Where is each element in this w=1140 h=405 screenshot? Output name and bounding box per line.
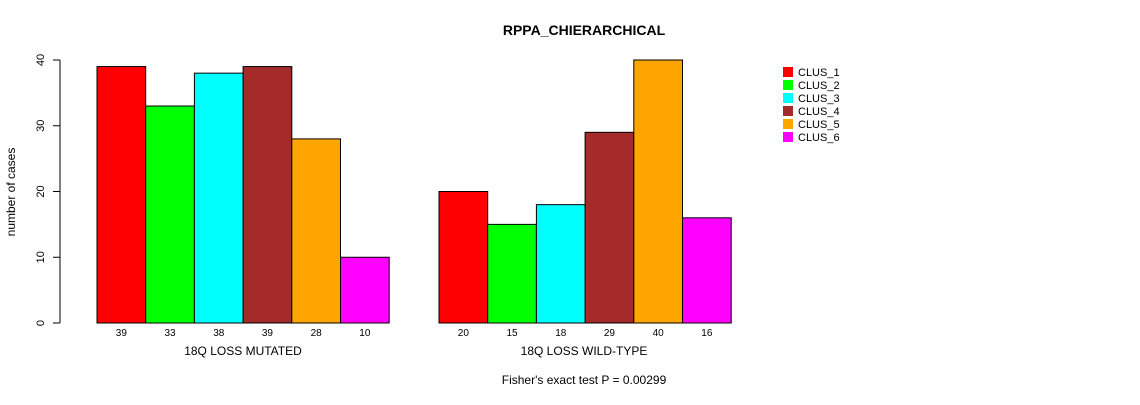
y-tick-label: 10 <box>35 251 47 263</box>
y-axis-label: number of cases <box>4 148 18 237</box>
bar-clus-2-group-2 <box>487 223 537 324</box>
legend-label: CLUS_5 <box>798 119 840 131</box>
legend-label: CLUS_6 <box>798 132 840 144</box>
bar-clus-6-group-1 <box>340 256 390 324</box>
y-tick-label: 30 <box>35 120 47 132</box>
legend-label: CLUS_3 <box>798 93 840 105</box>
bar-clus-3-group-1 <box>193 72 244 324</box>
y-axis: 0 10 20 30 40 <box>35 54 61 326</box>
bar-clus-5-group-1 <box>291 138 341 324</box>
legend-label: CLUS_1 <box>798 67 840 79</box>
bar-value-label: 29 <box>604 328 616 339</box>
y-tick-label: 0 <box>35 320 47 326</box>
legend-swatch <box>783 67 793 77</box>
bar-value-label: 18 <box>555 328 567 339</box>
chart-title: RPPA_CHIERARCHICAL <box>503 22 666 38</box>
bar-clus-4-group-1 <box>242 66 293 324</box>
bar-value-labels: 39 33 38 39 28 10 20 15 18 29 40 16 <box>116 328 713 339</box>
group-label-mutated: 18Q LOSS MUTATED <box>184 344 302 358</box>
legend-label: CLUS_4 <box>798 106 840 118</box>
legend-swatch <box>783 132 793 142</box>
bar-value-label: 20 <box>458 328 470 339</box>
legend-label: CLUS_2 <box>798 80 840 92</box>
fisher-test-footnote: Fisher's exact test P = 0.00299 <box>502 373 667 387</box>
bar-clus-1-group-2 <box>438 191 489 324</box>
group-label-wild-type: 18Q LOSS WILD-TYPE <box>521 344 648 358</box>
bar-value-label: 28 <box>311 328 323 339</box>
bar-clus-3-group-2 <box>535 204 586 324</box>
bar-value-label: 16 <box>701 328 713 339</box>
legend-swatch <box>783 119 793 129</box>
bar-value-label: 39 <box>116 328 128 339</box>
bar-value-label: 15 <box>506 328 518 339</box>
y-tick-label: 40 <box>35 54 47 66</box>
bar-clus-1-group-1 <box>96 66 147 324</box>
bar-value-label: 39 <box>262 328 274 339</box>
bar-clus-2-group-1 <box>145 105 195 324</box>
bar-value-label: 33 <box>164 328 176 339</box>
bar-value-label: 38 <box>213 328 225 339</box>
bar-clus-6-group-2 <box>682 217 732 324</box>
bar-clus-4-group-2 <box>584 131 635 324</box>
legend-swatch <box>783 80 793 90</box>
bars-layer <box>96 59 732 324</box>
bar-clus-5-group-2 <box>633 59 683 324</box>
legend-swatch <box>783 93 793 103</box>
y-tick-label: 20 <box>35 185 47 197</box>
legend-swatch <box>783 106 793 116</box>
bar-value-label: 40 <box>653 328 665 339</box>
bar-value-label: 10 <box>359 328 371 339</box>
